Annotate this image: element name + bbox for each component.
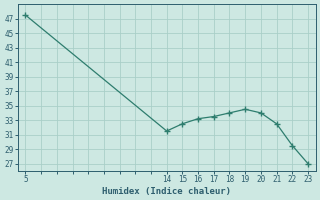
X-axis label: Humidex (Indice chaleur): Humidex (Indice chaleur) xyxy=(102,187,231,196)
